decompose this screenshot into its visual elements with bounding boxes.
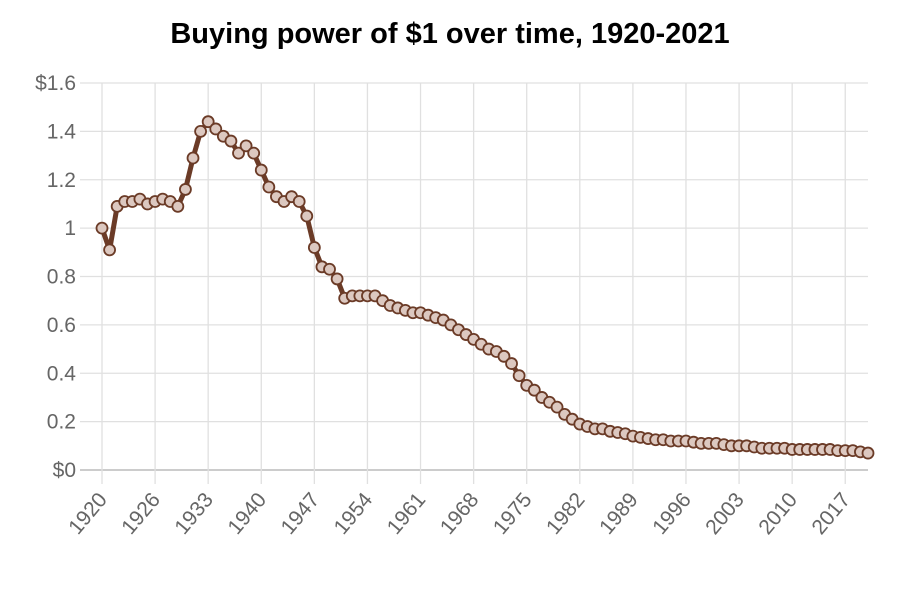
x-tick-label: 1975	[489, 488, 537, 539]
data-point	[224, 134, 238, 148]
x-tick-label: 2017	[807, 488, 855, 539]
chart-title: Buying power of $1 over time, 1920-2021	[170, 18, 730, 50]
data-point	[292, 195, 306, 208]
data-point	[171, 199, 185, 213]
data-point	[254, 163, 268, 177]
y-tick-label: 0.2	[47, 411, 76, 434]
x-tick-label: 1968	[436, 488, 484, 539]
y-tick-label: $1.6	[35, 72, 76, 95]
y-tick-label: 0.8	[47, 266, 76, 289]
data-point	[512, 369, 526, 383]
y-axis-ticks: $0 0.2 0.4 0.6 0.8 1 1.2 1.4 $1.6	[35, 72, 76, 482]
data-point	[323, 262, 336, 276]
data-point	[95, 221, 109, 235]
x-tick-label: 1933	[170, 488, 218, 539]
x-tick-label: 1961	[383, 488, 431, 539]
data-point	[861, 446, 875, 460]
data-point	[307, 241, 321, 254]
data-point	[527, 383, 541, 397]
data-point	[239, 139, 253, 153]
y-tick-label: 1.2	[47, 169, 76, 192]
x-tick-label: 1954	[330, 488, 378, 539]
data-point	[505, 357, 518, 370]
data-point	[209, 122, 223, 136]
data-point	[179, 183, 192, 196]
data-point	[300, 209, 314, 223]
x-tick-label: 1989	[595, 488, 643, 539]
x-tick-label: 2010	[754, 488, 802, 539]
series-buying-power	[95, 115, 875, 460]
x-axis-ticks: 1920 1926 1933 1940 1947 1954 1961 1968 1975 1982…	[64, 488, 855, 539]
data-point	[247, 146, 261, 160]
data-point	[330, 272, 344, 286]
data-point	[497, 349, 511, 363]
x-tick-label: 1996	[648, 488, 696, 539]
data-point	[201, 115, 215, 129]
x-tick-label: 1920	[64, 488, 112, 539]
y-tick-label: 0.4	[47, 362, 77, 385]
y-tick-label: $0	[53, 459, 76, 482]
data-point	[232, 146, 245, 160]
data-point	[550, 400, 564, 414]
y-tick-label: 1.4	[47, 120, 77, 143]
y-tick-label: 0.6	[47, 314, 76, 337]
x-tick-label: 1926	[117, 488, 165, 539]
series-line	[99, 119, 869, 456]
y-tick-label: 1	[64, 217, 76, 240]
x-tick-label: 1940	[223, 488, 271, 539]
x-tick-label: 1982	[542, 488, 590, 539]
data-point	[194, 124, 207, 138]
data-point	[103, 243, 116, 257]
x-tick-label: 1947	[277, 488, 325, 539]
x-tick-label: 2003	[701, 488, 749, 539]
data-point	[262, 180, 276, 194]
data-point	[186, 151, 200, 165]
